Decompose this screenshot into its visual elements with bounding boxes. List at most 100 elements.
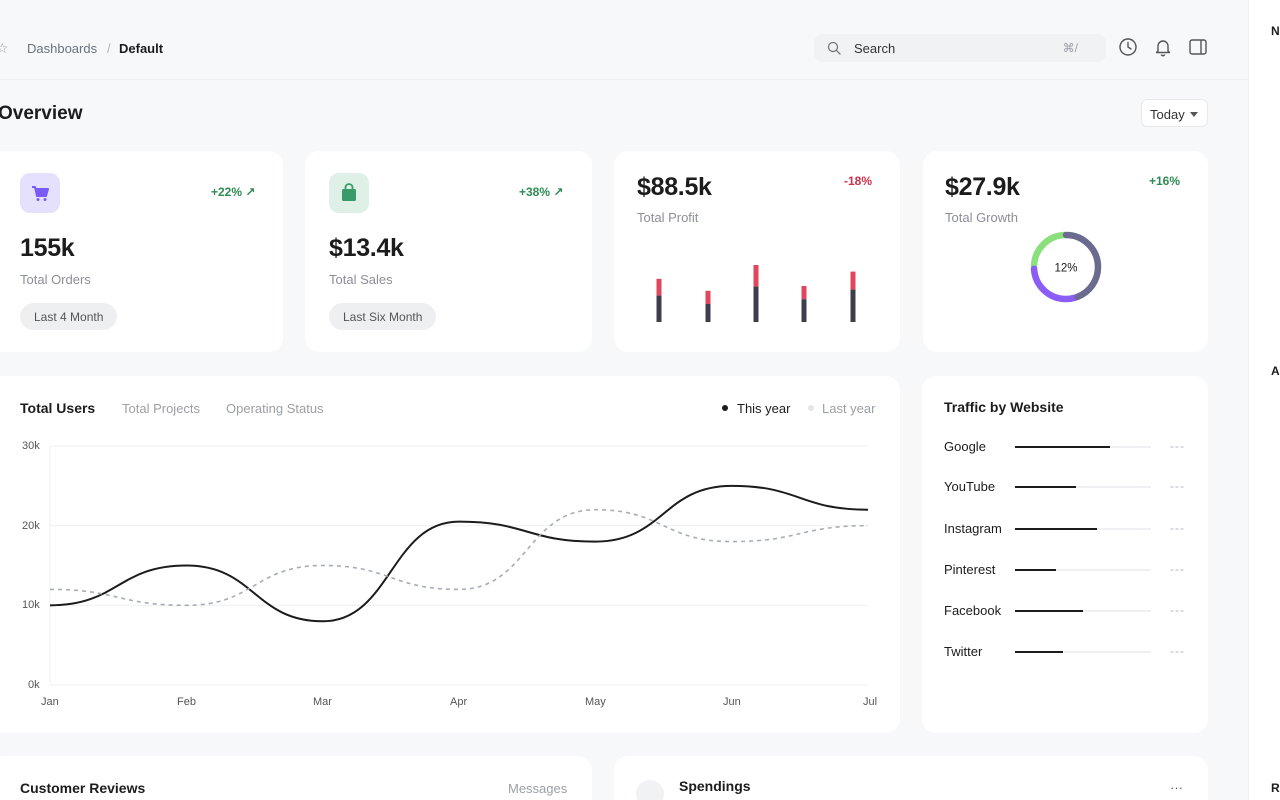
history-icon[interactable] (1118, 37, 1138, 57)
profit-bar-top (801, 286, 807, 300)
growth-delta: +16% (1149, 174, 1181, 188)
bell-icon[interactable] (1153, 37, 1173, 57)
x-tick-apr: Apr (450, 696, 468, 708)
series-line-last-year (49, 508, 869, 607)
total-profit-card: $88.5k -18% Total Profit (614, 151, 900, 352)
period-select[interactable]: Today (1141, 99, 1208, 127)
sales-value: $13.4k (329, 234, 404, 262)
tab-total-users[interactable]: Total Users (20, 400, 96, 416)
traffic-track (1015, 650, 1151, 653)
orders-icon-box (20, 173, 60, 213)
traffic-trail: --- (1170, 562, 1185, 576)
x-tick-jun: Jun (723, 696, 741, 708)
reviews-title: Customer Reviews (20, 780, 146, 796)
cart-icon (32, 186, 49, 201)
total-sales-card: +38% ↗ $13.4k Total Sales Last Six Month (305, 151, 592, 352)
sales-icon-box (329, 173, 369, 213)
growth-donut-segment (1030, 231, 1102, 303)
traffic-row-google: Google --- (944, 439, 1194, 455)
traffic-bar (1015, 609, 1083, 612)
legend-last-year[interactable]: Last year (822, 401, 876, 416)
chevron-down-icon (1190, 112, 1198, 117)
total-growth-card: $27.9k +16% Total Growth 12% (923, 151, 1208, 352)
traffic-title: Traffic by Website (944, 399, 1064, 415)
growth-donut-label: 12% (1054, 263, 1077, 275)
y-tick-10k: 10k (22, 599, 40, 611)
traffic-name: YouTube (944, 479, 996, 494)
sidebar-toggle-icon[interactable] (1188, 37, 1208, 57)
spendings-panel: Spendings ··· (614, 756, 1208, 800)
profit-delta: -18% (844, 174, 873, 188)
traffic-bar (1015, 527, 1097, 530)
traffic-name: Pinterest (944, 562, 996, 577)
traffic-trail: --- (1170, 521, 1185, 535)
profit-bar-chart (656, 265, 856, 322)
breadcrumb-parent[interactable]: Dashboards (27, 41, 98, 56)
traffic-name: Twitter (944, 644, 983, 659)
profit-bar-top (656, 278, 662, 296)
x-tick-feb: Feb (177, 696, 196, 708)
total-orders-card: +22% ↗ 155k Total Orders Last 4 Month (0, 151, 283, 352)
total-users-panel: Total Users Total Projects Operating Sta… (0, 376, 900, 733)
x-tick-jul: Jul (863, 696, 878, 708)
y-tick-0k: 0k (28, 679, 40, 691)
x-tick-may: May (585, 696, 606, 708)
traffic-trail: --- (1170, 603, 1185, 617)
sales-delta: +38% ↗ (519, 185, 564, 199)
breadcrumb-separator: / (107, 41, 111, 56)
search-input[interactable]: Search ⌘/ (814, 34, 1106, 62)
traffic-track (1015, 609, 1151, 612)
orders-value: 155k (20, 234, 75, 262)
customer-reviews-panel: Customer Reviews Messages (0, 756, 592, 800)
profit-bar-base (753, 286, 759, 322)
star-icon[interactable]: ☆ (0, 40, 9, 56)
period-select-value: Today (1150, 107, 1185, 122)
traffic-row-youtube: YouTube --- (944, 479, 1194, 495)
profit-bar-top (850, 271, 856, 290)
growth-donut-chart: 12% (1030, 231, 1102, 303)
breadcrumb-current: Default (119, 41, 164, 56)
traffic-name: Instagram (944, 521, 1002, 536)
traffic-name: Google (944, 439, 986, 454)
traffic-bar (1015, 485, 1077, 488)
tab-total-projects[interactable]: Total Projects (122, 401, 201, 416)
profit-bar-top (705, 290, 711, 304)
legend-last-year-dot (808, 405, 814, 411)
traffic-trail: --- (1170, 644, 1185, 658)
traffic-trail: --- (1170, 439, 1185, 453)
profit-value: $88.5k (637, 173, 712, 201)
sales-label: Total Sales (329, 272, 393, 287)
spendings-title: Spendings (679, 778, 751, 794)
traffic-bar (1015, 445, 1111, 448)
traffic-track (1015, 527, 1151, 530)
growth-label: Total Growth (945, 210, 1018, 225)
search-shortcut: ⌘/ (1062, 41, 1078, 55)
total-users-line-chart (49, 445, 869, 686)
traffic-name: Facebook (944, 603, 1002, 618)
spendings-icon (636, 780, 664, 800)
profit-bar-base (801, 299, 807, 322)
more-icon[interactable]: ··· (1170, 780, 1183, 795)
traffic-bar (1015, 650, 1063, 653)
traffic-track (1015, 568, 1151, 571)
legend-this-year[interactable]: This year (737, 401, 791, 416)
y-tick-20k: 20k (22, 520, 40, 532)
traffic-bar (1015, 568, 1056, 571)
tab-operating-status[interactable]: Operating Status (226, 401, 324, 416)
sales-period-pill[interactable]: Last Six Month (329, 303, 437, 330)
x-tick-jan: Jan (41, 696, 59, 708)
traffic-row-twitter: Twitter --- (944, 644, 1194, 660)
profit-label: Total Profit (637, 210, 699, 225)
traffic-row-pinterest: Pinterest --- (944, 562, 1194, 578)
right-panel-heading-1: N (1271, 24, 1280, 38)
profit-bar-top (753, 265, 759, 287)
traffic-row-instagram: Instagram --- (944, 521, 1194, 537)
x-tick-mar: Mar (313, 696, 332, 708)
top-header: ☆ Dashboards / Default Search ⌘/ (0, 0, 1248, 80)
orders-label: Total Orders (20, 272, 91, 287)
profit-bar-base (850, 289, 856, 322)
messages-link[interactable]: Messages (508, 781, 568, 796)
orders-period-pill[interactable]: Last 4 Month (20, 303, 118, 330)
profit-bar-base (705, 304, 711, 322)
